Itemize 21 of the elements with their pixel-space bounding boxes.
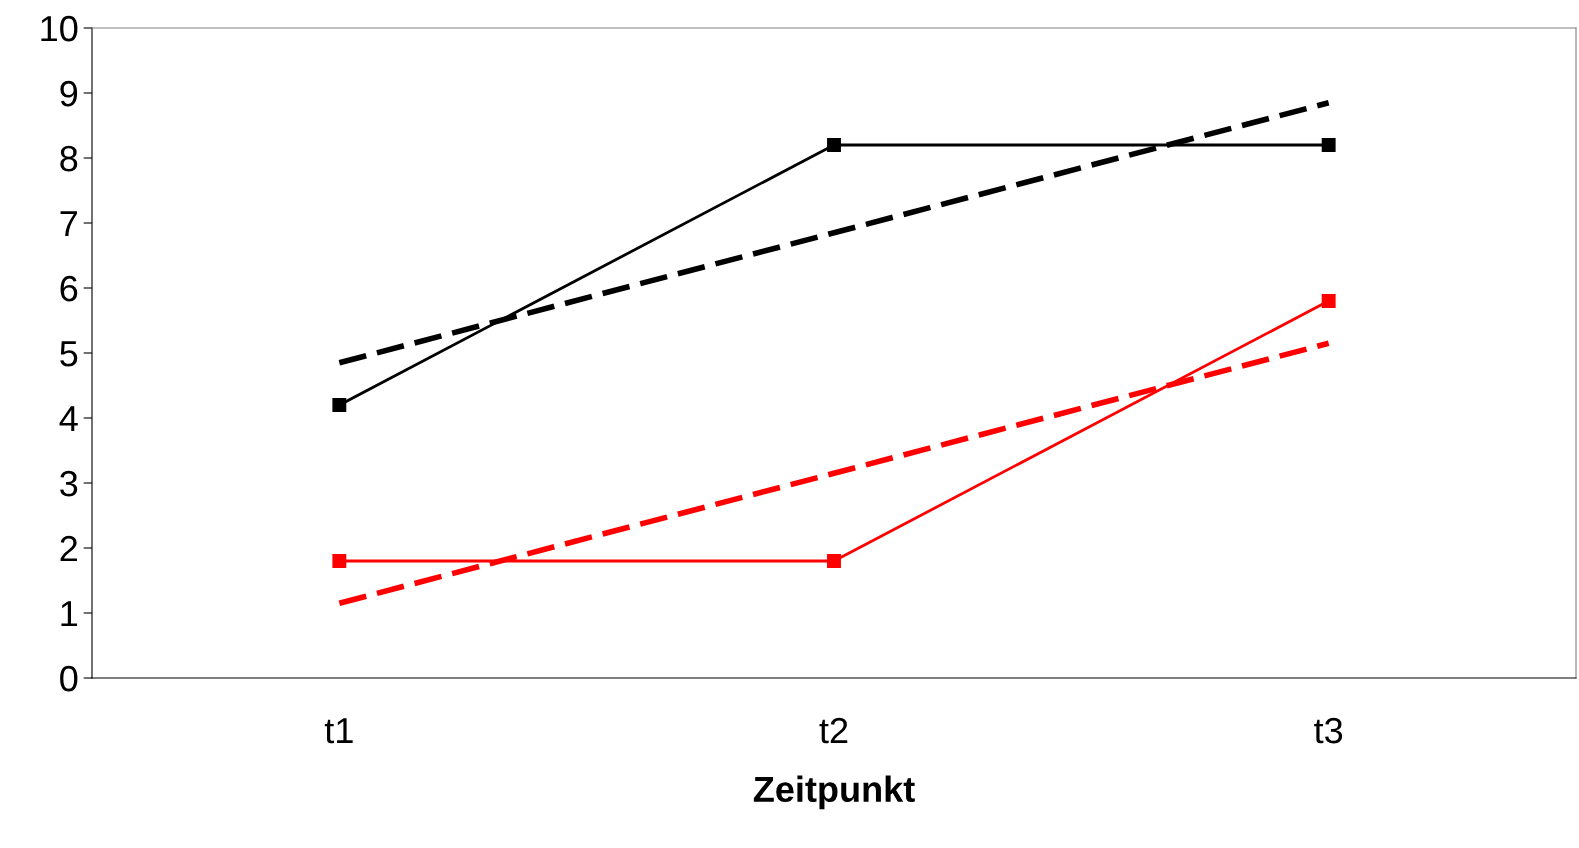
point — [1321, 294, 1336, 308]
x-tick-label: t3 — [1314, 717, 1343, 744]
point — [827, 138, 841, 152]
point — [1321, 138, 1336, 152]
y-tick-label: 8 — [60, 145, 78, 172]
point — [332, 398, 347, 412]
y-tick-label: 7 — [60, 211, 77, 237]
x-tick-label: t1 — [324, 718, 353, 744]
x-tick-label: t2 — [819, 717, 848, 744]
y-tick-label: 3 — [60, 470, 78, 497]
y-tick-label: 4 — [59, 406, 78, 432]
point — [332, 554, 347, 568]
y-tick-label: 9 — [60, 80, 78, 107]
y-tick-label: 0 — [60, 665, 78, 692]
x-axis-title: Zeitpunkt — [753, 775, 915, 810]
point — [827, 554, 841, 568]
y-tick-label: 5 — [60, 341, 78, 367]
y-tick-label: 2 — [60, 535, 77, 562]
y-tick-label: 6 — [60, 275, 78, 302]
y-tick-label: 10 — [41, 15, 78, 42]
y-tick-label: 1 — [61, 601, 78, 627]
